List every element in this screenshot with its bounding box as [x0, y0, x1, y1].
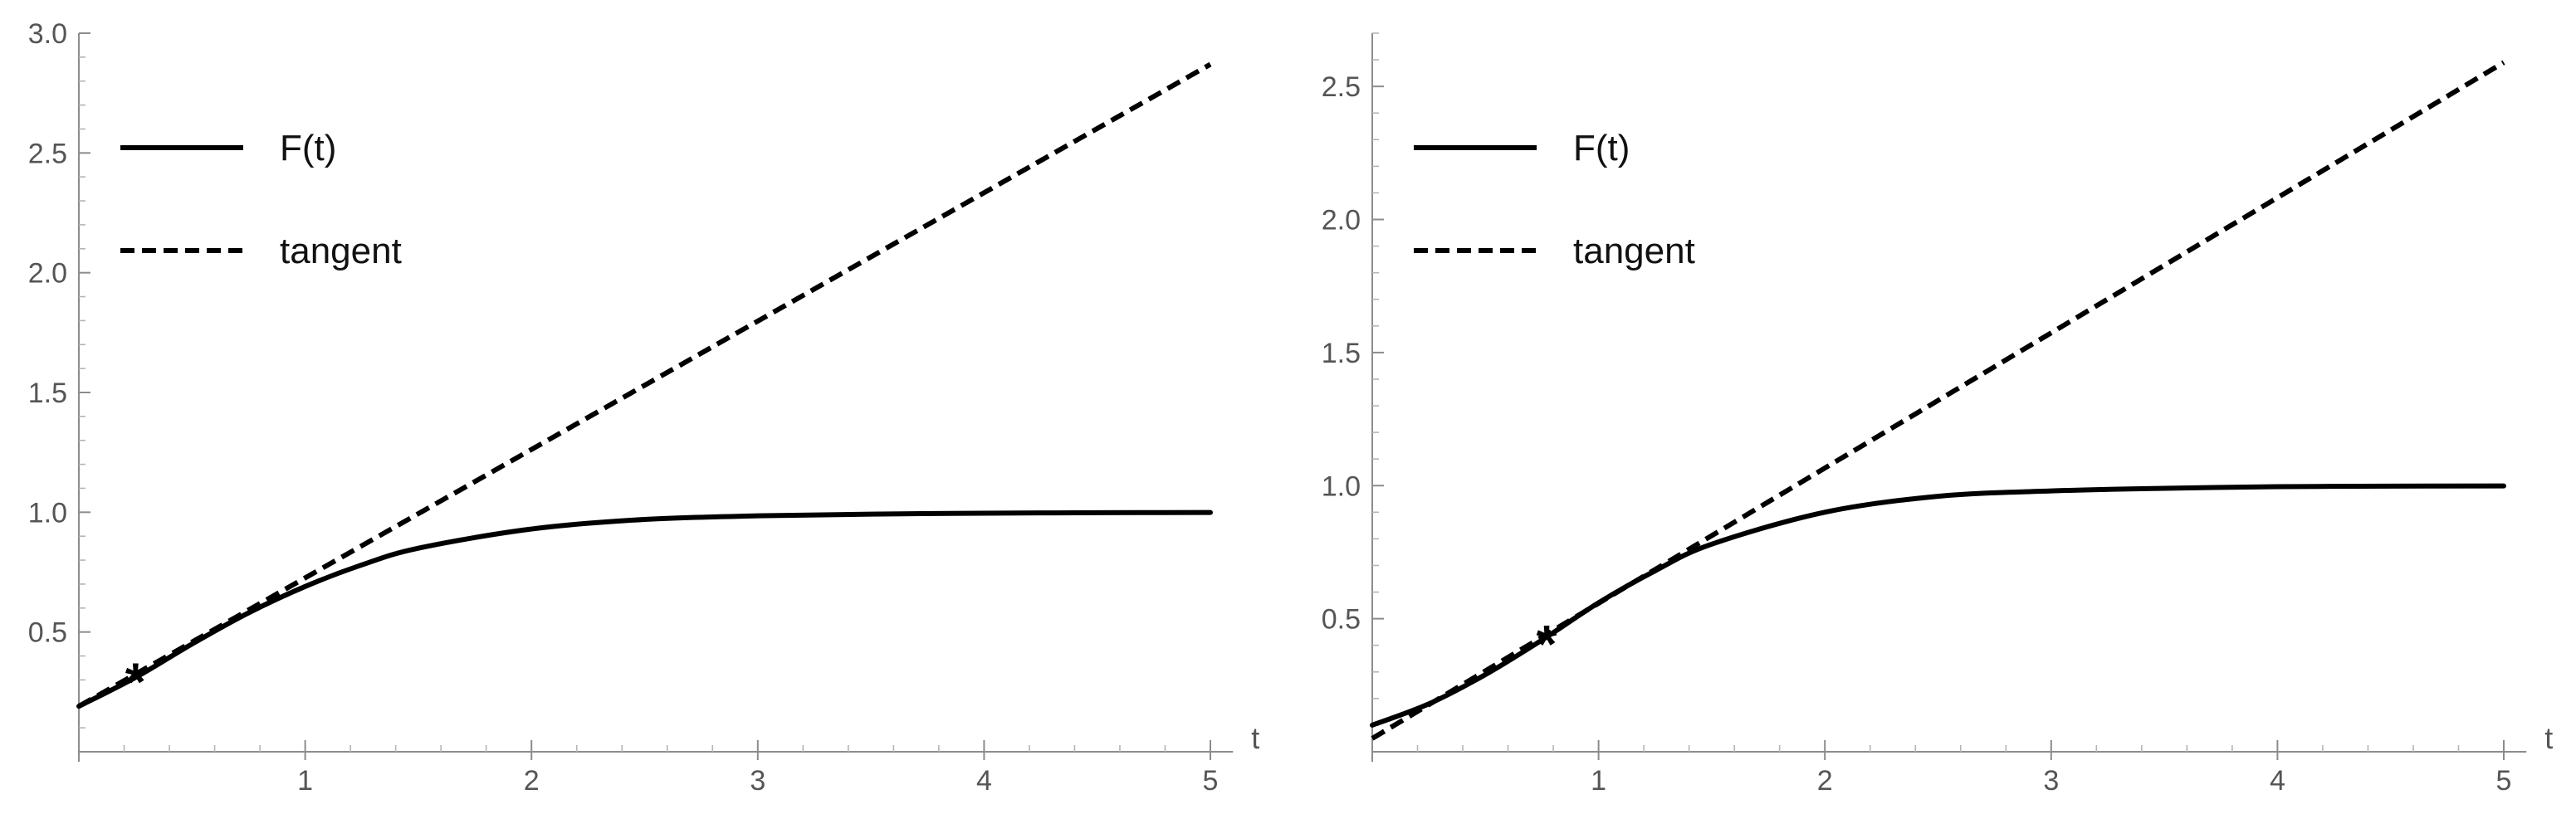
x-tick-label: 2 — [1817, 765, 1833, 797]
y-tick-label: 1.0 — [1322, 470, 1361, 502]
x-axis-title: t — [2544, 721, 2553, 755]
series-tangent-line — [77, 61, 1212, 709]
tick-labels: 1 2 3 4 5 0.5 1.0 1.5 2.0 2.5 — [1322, 71, 2512, 797]
series-f-line — [1370, 483, 2506, 728]
tangent-point-marker: * — [125, 652, 146, 712]
y-tick-label: 2.0 — [28, 258, 67, 290]
plot-series: * — [1370, 60, 2506, 741]
y-tick-label: 3.0 — [28, 18, 67, 50]
legend-label-tangent: tangent — [280, 231, 402, 271]
x-tick-label: 4 — [976, 765, 992, 797]
x-axis-title: t — [1251, 721, 1259, 755]
x-tick-label: 2 — [524, 765, 540, 797]
y-tick-label: 2.5 — [28, 138, 67, 169]
tick-labels: 1 2 3 4 5 0.5 1.0 1.5 2.0 2.5 3.0 — [28, 18, 1219, 797]
x-tick-label: 5 — [2496, 765, 2512, 797]
chart-left: 1 2 3 4 5 0.5 1.0 1.5 2.0 2.5 3.0 t * F(t) tangent — [28, 18, 1260, 797]
legend-label-tangent: tangent — [1573, 231, 1695, 271]
y-tick-label: 2.5 — [1322, 71, 1361, 103]
ticks — [79, 32, 1211, 760]
x-tick-label: 3 — [2043, 765, 2059, 797]
tangent-point-marker: * — [1536, 614, 1557, 674]
x-tick-label: 3 — [750, 765, 765, 797]
y-tick-label: 0.5 — [28, 617, 67, 649]
chart-right: 1 2 3 4 5 0.5 1.0 1.5 2.0 2.5 t * F(t) tangent — [1322, 32, 2553, 797]
plot-series: * — [76, 61, 1213, 712]
axes: 1 2 3 4 5 0.5 1.0 1.5 2.0 2.5 3.0 t — [28, 18, 1260, 797]
x-tick-label: 1 — [1591, 765, 1606, 797]
series-f-line — [76, 509, 1213, 709]
x-tick-label: 1 — [297, 765, 313, 797]
y-tick-label: 0.5 — [1322, 604, 1361, 636]
y-tick-label: 1.5 — [1322, 338, 1361, 369]
legend: F(t) tangent — [120, 128, 402, 271]
legend-label-f: F(t) — [280, 128, 336, 168]
legend-label-f: F(t) — [1573, 128, 1630, 168]
y-tick-label: 2.0 — [1322, 205, 1361, 236]
y-tick-label: 1.5 — [28, 378, 67, 409]
legend: F(t) tangent — [1414, 128, 1695, 271]
x-tick-label: 5 — [1203, 765, 1219, 797]
x-tick-label: 4 — [2270, 765, 2285, 797]
axes: 1 2 3 4 5 0.5 1.0 1.5 2.0 2.5 t — [1322, 32, 2553, 797]
y-tick-label: 1.0 — [28, 497, 67, 529]
